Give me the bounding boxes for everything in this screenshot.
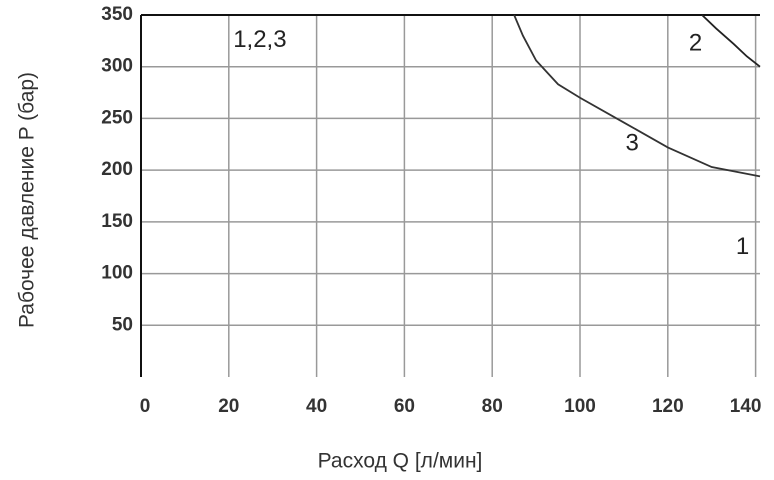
x-tick-label: 0 <box>140 396 151 417</box>
x-tick-label: 100 <box>564 396 596 417</box>
y-tick-label: 200 <box>101 159 133 180</box>
curve-label: 2 <box>689 29 702 56</box>
annotation: 1,2,3 <box>233 26 286 53</box>
curve <box>513 14 761 178</box>
x-tick-label: 80 <box>482 396 503 417</box>
x-tick-label: 20 <box>218 396 239 417</box>
y-tick-label: 300 <box>101 56 133 77</box>
x-tick-label: 60 <box>394 396 415 417</box>
curve-label: 3 <box>626 130 639 157</box>
y-tick-label: 100 <box>101 263 133 284</box>
curve <box>701 14 761 68</box>
annotation: 1 <box>736 233 749 260</box>
y-tick-label: 50 <box>112 314 133 335</box>
y-axis-title: Рабочее давление P (бар) <box>16 72 39 328</box>
y-tick-label: 150 <box>101 211 133 232</box>
x-tick-label: 140 <box>730 396 762 417</box>
x-axis-title: Расход Q [л/мин] <box>318 450 483 473</box>
y-tick-label: 350 <box>101 4 133 25</box>
x-tick-label: 120 <box>652 396 684 417</box>
y-tick-label: 250 <box>101 107 133 128</box>
x-tick-label: 40 <box>306 396 327 417</box>
